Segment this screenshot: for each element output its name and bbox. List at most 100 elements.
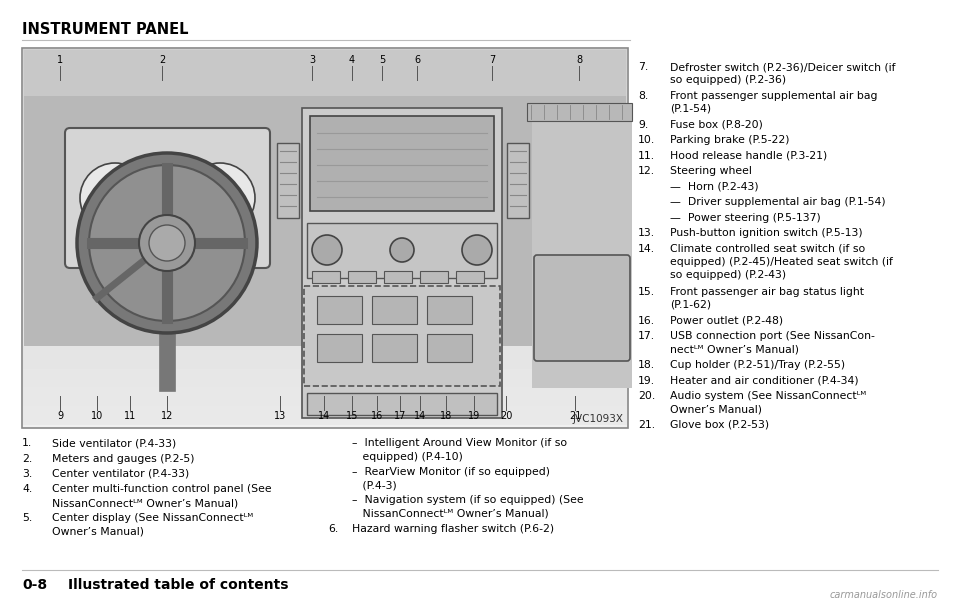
Text: Push-button ignition switch (P.5-13): Push-button ignition switch (P.5-13)	[670, 228, 863, 238]
Bar	[23, 256, 627, 275]
Text: 21.: 21.	[638, 420, 655, 430]
Bar	[23, 199, 627, 218]
Text: 6: 6	[414, 55, 420, 65]
Circle shape	[149, 225, 185, 261]
Text: Owner’s Manual): Owner’s Manual)	[670, 404, 762, 414]
Text: 13.: 13.	[638, 228, 655, 238]
Bar	[427, 296, 472, 324]
Bar	[23, 312, 627, 331]
Text: –  RearView Monitor (if so equipped): – RearView Monitor (if so equipped)	[352, 467, 550, 477]
Text: Front passenger supplemental air bag: Front passenger supplemental air bag	[670, 91, 877, 101]
Text: 12.: 12.	[638, 166, 655, 176]
Text: 14: 14	[414, 411, 426, 421]
Text: 14.: 14.	[638, 244, 655, 254]
Circle shape	[89, 165, 245, 321]
Text: 17: 17	[394, 411, 406, 421]
Text: Meters and gauges (P.2-5): Meters and gauges (P.2-5)	[52, 453, 195, 464]
Bar	[23, 350, 627, 369]
Bar	[23, 237, 627, 256]
Bar	[527, 103, 632, 121]
Text: nectᴸᴹ Owner’s Manual): nectᴸᴹ Owner’s Manual)	[670, 344, 799, 354]
Bar	[23, 274, 627, 294]
Text: Owner’s Manual): Owner’s Manual)	[52, 527, 144, 536]
Text: 11: 11	[124, 411, 136, 421]
Text: —  Horn (P.2-43): — Horn (P.2-43)	[670, 181, 758, 192]
Circle shape	[80, 163, 150, 233]
Bar	[307, 393, 497, 415]
Text: 8: 8	[576, 55, 582, 65]
Bar	[507, 143, 529, 218]
Text: Center multi-function control panel (See: Center multi-function control panel (See	[52, 485, 272, 494]
Bar	[24, 50, 626, 100]
Text: Heater and air conditioner (P.4-34): Heater and air conditioner (P.4-34)	[670, 376, 858, 386]
Bar	[23, 106, 627, 125]
Text: Center display (See NissanConnectᴸᴹ: Center display (See NissanConnectᴸᴹ	[52, 513, 253, 523]
Text: 1.: 1.	[22, 438, 33, 448]
Bar	[307, 223, 497, 278]
Text: —  Power steering (P.5-137): — Power steering (P.5-137)	[670, 213, 821, 222]
Text: Glove box (P.2-53): Glove box (P.2-53)	[670, 420, 769, 430]
Text: INSTRUMENT PANEL: INSTRUMENT PANEL	[22, 22, 188, 37]
Text: 12: 12	[161, 411, 173, 421]
Bar	[317, 334, 362, 362]
Text: Hazard warning flasher switch (P.6-2): Hazard warning flasher switch (P.6-2)	[352, 524, 554, 533]
Text: NissanConnectᴸᴹ Owner’s Manual): NissanConnectᴸᴹ Owner’s Manual)	[52, 498, 238, 508]
Text: 7: 7	[489, 55, 495, 65]
Text: 4.: 4.	[22, 485, 33, 494]
Text: JVC1093X: JVC1093X	[573, 414, 624, 424]
Text: 0-8: 0-8	[22, 578, 47, 592]
Text: 18: 18	[440, 411, 452, 421]
Bar	[304, 286, 500, 386]
FancyBboxPatch shape	[24, 96, 626, 346]
Bar	[23, 181, 627, 200]
Text: 9.: 9.	[638, 120, 648, 130]
Bar	[384, 271, 412, 283]
Bar	[23, 293, 627, 312]
Bar	[302, 108, 502, 418]
Circle shape	[462, 235, 492, 265]
Text: Parking brake (P.5-22): Parking brake (P.5-22)	[670, 135, 789, 145]
Text: (P.1-62): (P.1-62)	[670, 300, 711, 310]
Bar	[23, 124, 627, 143]
Text: (P.4-3): (P.4-3)	[352, 480, 396, 490]
Bar	[23, 218, 627, 237]
Text: USB connection port (See NissanCon-: USB connection port (See NissanCon-	[670, 331, 875, 341]
Text: 4: 4	[348, 55, 355, 65]
Text: 2.: 2.	[22, 453, 33, 464]
Text: Steering wheel: Steering wheel	[670, 166, 752, 176]
Text: 10.: 10.	[638, 135, 656, 145]
Text: NissanConnectᴸᴹ Owner’s Manual): NissanConnectᴸᴹ Owner’s Manual)	[352, 508, 549, 519]
Text: Hood release handle (P.3-21): Hood release handle (P.3-21)	[670, 151, 828, 161]
Circle shape	[312, 235, 342, 265]
Text: —  Driver supplemental air bag (P.1-54): — Driver supplemental air bag (P.1-54)	[670, 197, 886, 207]
Text: 9: 9	[57, 411, 63, 421]
Text: Illustrated table of contents: Illustrated table of contents	[68, 578, 289, 592]
Text: 15: 15	[346, 411, 358, 421]
Text: 16.: 16.	[638, 316, 655, 326]
Text: Side ventilator (P.4-33): Side ventilator (P.4-33)	[52, 438, 177, 448]
Bar	[427, 334, 472, 362]
Bar	[22, 48, 628, 428]
Text: 14: 14	[318, 411, 330, 421]
Bar	[277, 143, 299, 218]
Circle shape	[185, 163, 255, 233]
FancyBboxPatch shape	[534, 255, 630, 361]
Text: 2: 2	[158, 55, 165, 65]
Text: 3: 3	[309, 55, 315, 65]
Circle shape	[139, 215, 195, 271]
Text: 7.: 7.	[638, 62, 648, 72]
FancyBboxPatch shape	[65, 128, 270, 268]
Text: 19.: 19.	[638, 376, 655, 386]
Text: 19: 19	[468, 411, 480, 421]
Text: 6.: 6.	[328, 524, 338, 533]
Text: carmanualsonline.info: carmanualsonline.info	[829, 590, 938, 600]
Text: Defroster switch (P.2-36)/Deicer switch (if: Defroster switch (P.2-36)/Deicer switch …	[670, 62, 896, 72]
Text: –  Intelligent Around View Monitor (if so: – Intelligent Around View Monitor (if so	[352, 438, 567, 448]
Bar	[420, 271, 448, 283]
Bar	[372, 334, 417, 362]
Text: 5: 5	[379, 55, 385, 65]
Text: 16: 16	[371, 411, 383, 421]
Text: Climate controlled seat switch (if so: Climate controlled seat switch (if so	[670, 244, 865, 254]
Bar	[312, 271, 340, 283]
Bar	[23, 406, 627, 425]
